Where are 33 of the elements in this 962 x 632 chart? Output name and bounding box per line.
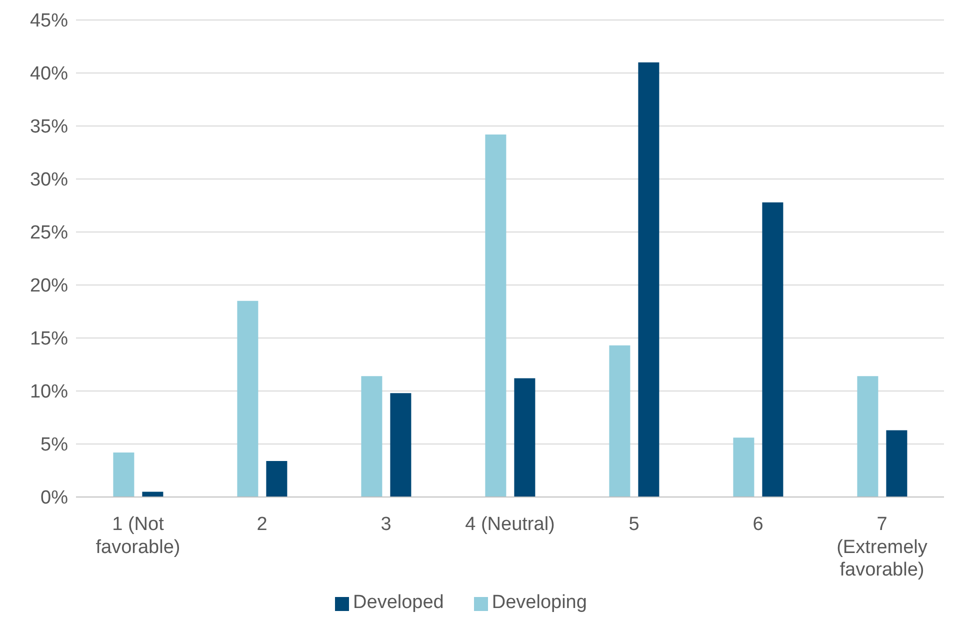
x-tick-label: 2: [256, 514, 268, 536]
x-tick-label: 6: [752, 514, 764, 536]
bar: [237, 300, 258, 497]
bar: [638, 62, 660, 497]
bar: [485, 134, 506, 497]
bar: [514, 378, 536, 497]
x-tick-label: 4 (Neutral): [465, 514, 555, 536]
legend-label: Developing: [492, 592, 587, 613]
bar: [361, 376, 382, 497]
bar: [886, 430, 908, 497]
bar: [113, 452, 134, 497]
y-tick-label: 5%: [40, 434, 68, 456]
x-tick-label: 3: [380, 514, 392, 536]
bar: [390, 393, 412, 497]
y-tick-label: 30%: [30, 170, 68, 191]
y-tick-label: 45%: [30, 10, 68, 32]
bar: [857, 376, 878, 497]
y-tick-label: 35%: [30, 116, 68, 138]
y-tick-label: 20%: [30, 276, 68, 297]
bar: [266, 460, 288, 497]
bar: [762, 202, 784, 497]
y-tick-label: 15%: [30, 328, 68, 350]
y-tick-label: 0%: [40, 488, 68, 509]
bar: [609, 345, 630, 497]
y-tick-label: 10%: [30, 382, 68, 403]
bar: [142, 492, 164, 497]
x-tick-label: 7 (Extremely favorable): [836, 514, 928, 581]
bar: [733, 438, 754, 497]
legend-label: Developed: [353, 592, 444, 613]
x-tick-label: 5: [628, 514, 640, 536]
y-tick-label: 25%: [30, 222, 68, 244]
x-tick-label: 1 (Not favorable): [96, 514, 180, 558]
y-tick-label: 40%: [30, 64, 68, 85]
